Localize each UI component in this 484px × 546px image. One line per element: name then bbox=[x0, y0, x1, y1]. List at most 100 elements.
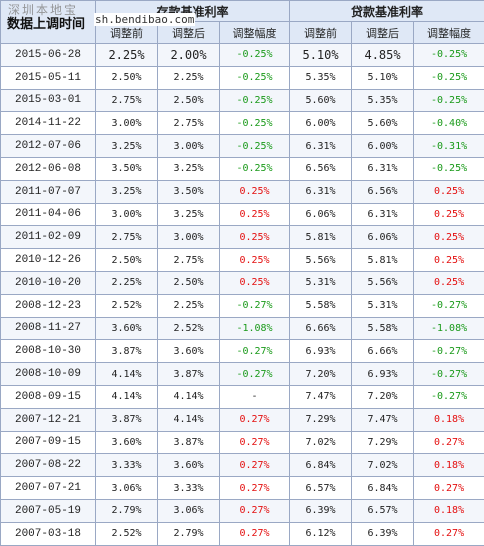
loan-before-cell: 6.56% bbox=[290, 157, 352, 180]
deposit-before-cell: 2.25% bbox=[96, 271, 158, 294]
loan-before-cell: 6.31% bbox=[290, 135, 352, 158]
deposit-before-cell: 3.50% bbox=[96, 157, 158, 180]
loan-change-cell: -0.27% bbox=[414, 385, 484, 408]
header-loan-after: 调整后 bbox=[352, 22, 414, 44]
deposit-before-cell: 3.25% bbox=[96, 180, 158, 203]
loan-change-cell: -0.25% bbox=[414, 89, 484, 112]
deposit-after-cell: 2.25% bbox=[158, 294, 220, 317]
deposit-change-cell: -0.25% bbox=[220, 66, 290, 89]
deposit-after-cell: 4.14% bbox=[158, 408, 220, 431]
loan-before-cell: 5.35% bbox=[290, 66, 352, 89]
loan-change-cell: -0.25% bbox=[414, 44, 484, 67]
deposit-change-cell: 0.27% bbox=[220, 499, 290, 522]
loan-change-cell: 0.27% bbox=[414, 431, 484, 454]
loan-after-cell: 6.00% bbox=[352, 135, 414, 158]
row-date-cell: 2015-06-28 bbox=[1, 44, 96, 67]
deposit-before-cell: 3.87% bbox=[96, 408, 158, 431]
loan-change-cell: 0.18% bbox=[414, 408, 484, 431]
deposit-change-cell: 0.27% bbox=[220, 431, 290, 454]
loan-before-cell: 5.81% bbox=[290, 226, 352, 249]
deposit-after-cell: 3.00% bbox=[158, 226, 220, 249]
row-date-cell: 2008-10-09 bbox=[1, 363, 96, 386]
loan-after-cell: 6.39% bbox=[352, 522, 414, 545]
loan-after-cell: 6.84% bbox=[352, 477, 414, 500]
loan-change-cell: -0.27% bbox=[414, 340, 484, 363]
deposit-change-cell: -0.27% bbox=[220, 363, 290, 386]
row-date-cell: 2011-04-06 bbox=[1, 203, 96, 226]
deposit-after-cell: 3.87% bbox=[158, 431, 220, 454]
loan-after-cell: 6.66% bbox=[352, 340, 414, 363]
deposit-after-cell: 2.50% bbox=[158, 89, 220, 112]
loan-before-cell: 7.47% bbox=[290, 385, 352, 408]
loan-change-cell: -0.27% bbox=[414, 363, 484, 386]
deposit-after-cell: 2.50% bbox=[158, 271, 220, 294]
loan-after-cell: 7.02% bbox=[352, 454, 414, 477]
deposit-before-cell: 2.52% bbox=[96, 522, 158, 545]
row-date-cell: 2007-05-19 bbox=[1, 499, 96, 522]
loan-before-cell: 6.66% bbox=[290, 317, 352, 340]
loan-before-cell: 5.56% bbox=[290, 249, 352, 272]
loan-change-cell: 0.25% bbox=[414, 271, 484, 294]
row-date-cell: 2007-03-18 bbox=[1, 522, 96, 545]
deposit-before-cell: 2.79% bbox=[96, 499, 158, 522]
row-date-cell: 2007-08-22 bbox=[1, 454, 96, 477]
watermark-text: 深圳本地宝 bbox=[8, 1, 78, 18]
loan-after-cell: 6.06% bbox=[352, 226, 414, 249]
deposit-change-cell: - bbox=[220, 385, 290, 408]
loan-before-cell: 5.60% bbox=[290, 89, 352, 112]
loan-after-cell: 6.56% bbox=[352, 180, 414, 203]
row-date-cell: 2008-10-30 bbox=[1, 340, 96, 363]
header-loan-before: 调整前 bbox=[290, 22, 352, 44]
deposit-change-cell: -0.25% bbox=[220, 135, 290, 158]
row-date-cell: 2011-02-09 bbox=[1, 226, 96, 249]
deposit-before-cell: 2.75% bbox=[96, 89, 158, 112]
loan-before-cell: 7.29% bbox=[290, 408, 352, 431]
row-date-cell: 2007-09-15 bbox=[1, 431, 96, 454]
row-date-cell: 2010-12-26 bbox=[1, 249, 96, 272]
deposit-after-cell: 2.79% bbox=[158, 522, 220, 545]
deposit-before-cell: 3.00% bbox=[96, 203, 158, 226]
row-date-cell: 2012-07-06 bbox=[1, 135, 96, 158]
deposit-after-cell: 3.87% bbox=[158, 363, 220, 386]
row-date-cell: 2011-07-07 bbox=[1, 180, 96, 203]
deposit-change-cell: -0.25% bbox=[220, 89, 290, 112]
deposit-change-cell: 0.25% bbox=[220, 226, 290, 249]
deposit-change-cell: 0.27% bbox=[220, 477, 290, 500]
loan-before-cell: 6.31% bbox=[290, 180, 352, 203]
loan-after-cell: 6.31% bbox=[352, 203, 414, 226]
deposit-before-cell: 3.60% bbox=[96, 431, 158, 454]
loan-before-cell: 5.58% bbox=[290, 294, 352, 317]
deposit-change-cell: -0.27% bbox=[220, 340, 290, 363]
loan-after-cell: 6.31% bbox=[352, 157, 414, 180]
deposit-after-cell: 3.60% bbox=[158, 340, 220, 363]
loan-change-cell: -0.31% bbox=[414, 135, 484, 158]
loan-after-cell: 5.58% bbox=[352, 317, 414, 340]
loan-before-cell: 6.93% bbox=[290, 340, 352, 363]
loan-before-cell: 6.57% bbox=[290, 477, 352, 500]
deposit-before-cell: 2.52% bbox=[96, 294, 158, 317]
deposit-before-cell: 2.25% bbox=[96, 44, 158, 67]
loan-before-cell: 7.20% bbox=[290, 363, 352, 386]
deposit-after-cell: 2.00% bbox=[158, 44, 220, 67]
deposit-change-cell: 0.27% bbox=[220, 408, 290, 431]
loan-change-cell: 0.25% bbox=[414, 203, 484, 226]
loan-before-cell: 6.39% bbox=[290, 499, 352, 522]
loan-change-cell: -0.27% bbox=[414, 294, 484, 317]
loan-after-cell: 5.31% bbox=[352, 294, 414, 317]
